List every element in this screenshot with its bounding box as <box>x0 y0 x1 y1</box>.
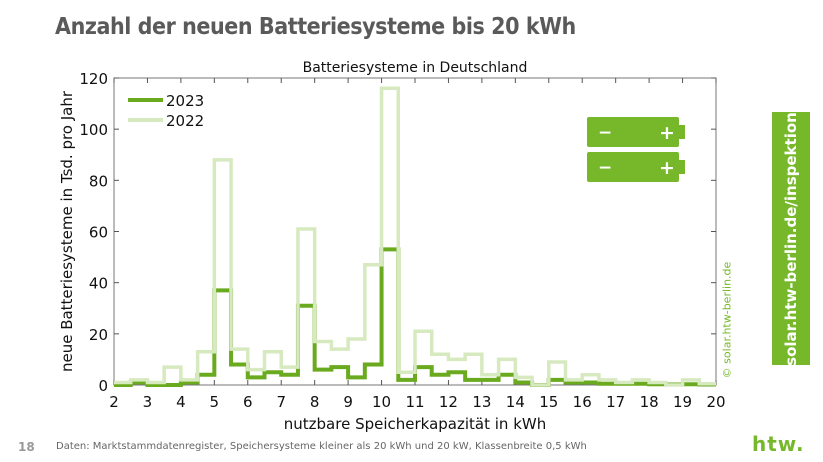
x-axis-label: nutzbare Speicherkapazität in kWh <box>284 415 546 433</box>
y-tick-label: 40 <box>89 275 108 293</box>
page-number: 18 <box>18 440 35 454</box>
x-tick-label: 3 <box>143 393 153 411</box>
x-tick-label: 17 <box>606 393 625 411</box>
legend-label-2022: 2022 <box>166 112 204 130</box>
htw-logo: htw. <box>752 432 805 456</box>
battery-icon <box>587 117 679 147</box>
x-tick-label: 14 <box>506 393 525 411</box>
y-axis-label: neue Batteriesysteme in Tsd. pro Jahr <box>58 90 76 372</box>
y-tick-label: 80 <box>89 172 108 190</box>
y-tick-label: 100 <box>79 121 108 139</box>
x-tick-label: 20 <box>706 393 725 411</box>
battery-plus: + <box>659 157 675 179</box>
x-tick-label: 12 <box>439 393 458 411</box>
copyright-text: © solar.htw-berlin.de <box>720 261 734 379</box>
x-tick-label: 9 <box>343 393 353 411</box>
x-tick-label: 18 <box>640 393 659 411</box>
source-note: Daten: Marktstammdatenregister, Speicher… <box>56 441 587 452</box>
x-tick-label: 2 <box>109 393 119 411</box>
y-tick-label: 0 <box>98 377 108 395</box>
battery-terminal <box>679 125 685 139</box>
slide-title: Anzahl der neuen Batteriesysteme bis 20 … <box>55 14 576 40</box>
legend-label-2023: 2023 <box>166 92 204 110</box>
x-tick-label: 6 <box>243 393 253 411</box>
url-banner: solar.htw-berlin.de/inspektion <box>772 112 810 365</box>
x-tick-label: 4 <box>176 393 186 411</box>
y-tick-label: 60 <box>89 224 108 242</box>
y-tick-label: 120 <box>79 70 108 88</box>
battery-minus: − <box>598 123 612 143</box>
x-tick-label: 10 <box>372 393 391 411</box>
x-tick-label: 7 <box>276 393 286 411</box>
x-tick-label: 11 <box>405 393 424 411</box>
series-2023 <box>114 86 716 387</box>
x-tick-label: 16 <box>573 393 592 411</box>
battery-plus: + <box>659 122 675 144</box>
x-tick-label: 19 <box>673 393 692 411</box>
y-tick-label: 20 <box>89 326 108 344</box>
x-tick-label: 5 <box>210 393 220 411</box>
x-tick-label: 13 <box>472 393 491 411</box>
battery-minus: − <box>598 158 612 178</box>
battery-icon <box>587 152 679 182</box>
x-tick-label: 15 <box>539 393 558 411</box>
battery-terminal <box>679 160 685 174</box>
x-tick-label: 8 <box>310 393 320 411</box>
banner-url: solar.htw-berlin.de/inspektion <box>782 111 800 366</box>
chart-title: Batteriesysteme in Deutschland <box>303 60 528 76</box>
